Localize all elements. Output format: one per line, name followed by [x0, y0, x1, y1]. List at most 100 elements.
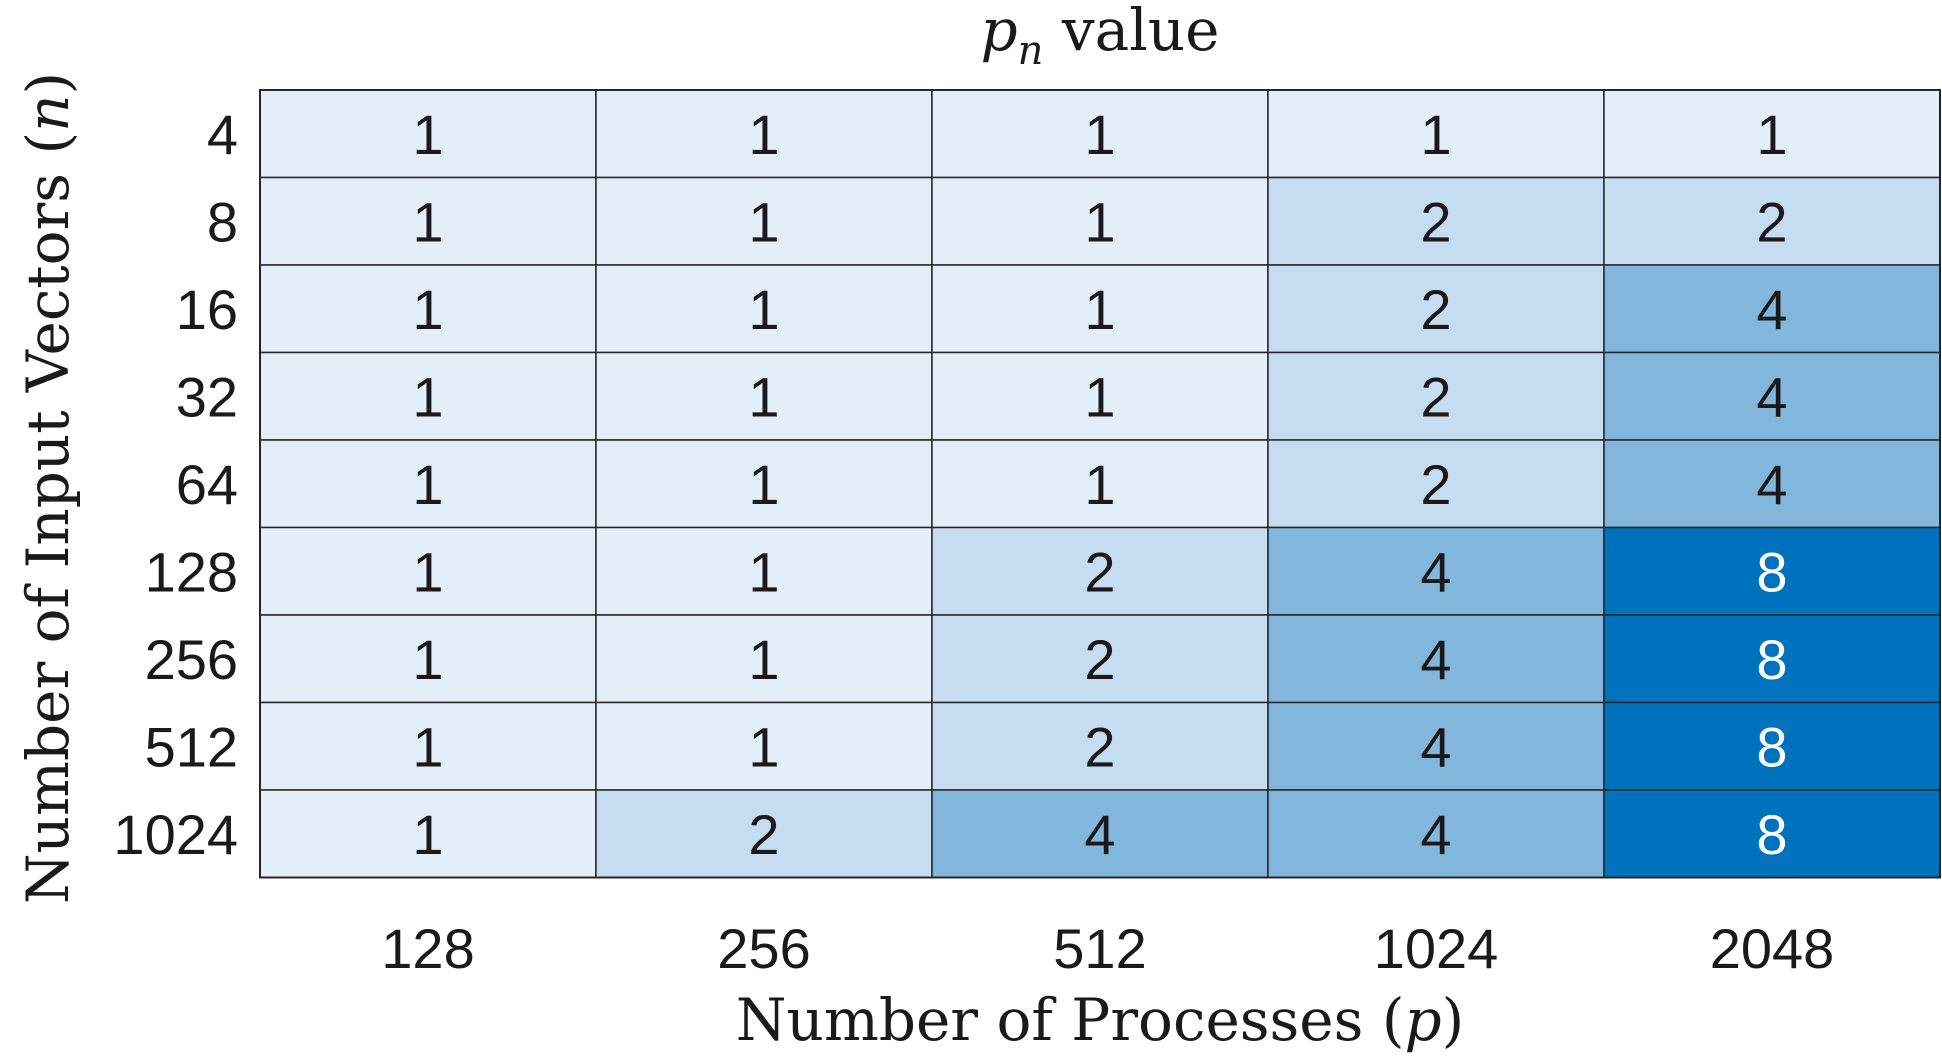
cell-value-label: 2 — [1084, 628, 1115, 691]
cell-value-label: 1 — [412, 540, 443, 603]
heatmap-cell — [1603, 789, 1941, 879]
x-tick-label: 256 — [717, 917, 810, 980]
cell-value-label: 1 — [1420, 103, 1451, 166]
cell-value-label: 1 — [412, 628, 443, 691]
heatmap-cell — [595, 789, 933, 879]
x-axis-label-close: ) — [1442, 986, 1465, 1054]
heatmap-cell — [1603, 614, 1941, 704]
heatmap-cell — [595, 526, 933, 616]
cell-value-label: 1 — [1084, 190, 1115, 253]
y-tick-label: 32 — [176, 365, 238, 428]
cell-value-label: 1 — [412, 190, 443, 253]
heatmap-cell — [595, 701, 933, 791]
cell-value-label: 1 — [748, 453, 779, 516]
y-tick-label: 256 — [145, 628, 238, 691]
cell-value-label: 1 — [748, 365, 779, 428]
heatmap-cell — [1267, 526, 1605, 616]
y-tick-label: 128 — [145, 540, 238, 603]
cell-value-label: 4 — [1420, 540, 1451, 603]
cell-value-label: 1 — [1756, 103, 1787, 166]
cell-value-label: 2 — [1084, 540, 1115, 603]
cell-value-label: 2 — [1084, 715, 1115, 778]
cell-value-label: 1 — [412, 453, 443, 516]
x-tick-label: 512 — [1053, 917, 1146, 980]
y-axis-label-symbol: n — [14, 95, 82, 132]
heatmap-cell — [595, 351, 933, 441]
heatmap-cell — [1603, 264, 1941, 354]
cell-value-label: 1 — [412, 103, 443, 166]
title-subscript: n — [1018, 28, 1044, 74]
cell-value-label: 1 — [1084, 278, 1115, 341]
cell-value-label: 4 — [1756, 453, 1787, 516]
cell-value-label: 8 — [1756, 540, 1787, 603]
cell-value-label: 8 — [1756, 715, 1787, 778]
heatmap-cell — [1267, 89, 1605, 179]
heatmap-cell — [931, 176, 1269, 266]
heatmap-cell — [1267, 351, 1605, 441]
cell-value-label: 4 — [1420, 715, 1451, 778]
heatmap-cell — [1267, 264, 1605, 354]
y-axis-label: Number of Input Vectors (n) — [14, 72, 82, 904]
cell-value-label: 1 — [1084, 103, 1115, 166]
y-tick-label: 16 — [176, 278, 238, 341]
x-tick-labels: 128 256 512 1024 2048 — [381, 917, 1834, 980]
x-tick-label: 2048 — [1710, 917, 1835, 980]
heatmap-cell — [1267, 701, 1605, 791]
y-axis-label-text: Number of Input Vectors ( — [14, 132, 82, 904]
heatmap-cell — [259, 614, 597, 704]
heatmap-cells — [259, 89, 1941, 879]
chart-title: pn value — [981, 0, 1220, 74]
heatmap-cell — [931, 789, 1269, 879]
cell-value-label: 4 — [1756, 278, 1787, 341]
heatmap-cell-labels: 1 1 1 1 1 1 1 1 2 2 1 1 1 2 4 1 1 1 2 4 1 1 1 2 4 1 1 2 4 8 1 1 2 4 8 1 1 2 4 8… — [412, 103, 1787, 866]
cell-value-label: 2 — [1756, 190, 1787, 253]
x-axis-label-text: Number of Processes ( — [736, 986, 1405, 1054]
cell-value-label: 2 — [1420, 190, 1451, 253]
y-tick-label: 1024 — [113, 803, 238, 866]
y-tick-label: 4 — [207, 103, 238, 166]
y-tick-labels: 4 8 16 32 64 128 256 512 1024 — [113, 103, 238, 866]
x-axis-label-symbol: p — [1404, 986, 1441, 1054]
y-tick-label: 64 — [176, 453, 238, 516]
title-text: value — [1043, 0, 1219, 64]
heatmap-cell — [931, 526, 1269, 616]
cell-value-label: 1 — [748, 190, 779, 253]
cell-value-label: 1 — [748, 715, 779, 778]
heatmap-cell — [931, 701, 1269, 791]
cell-value-label: 1 — [412, 365, 443, 428]
heatmap-cell — [595, 89, 933, 179]
heatmap-cell — [259, 89, 597, 179]
heatmap-cell — [259, 701, 597, 791]
cell-value-label: 4 — [1756, 365, 1787, 428]
cell-value-label: 1 — [1084, 453, 1115, 516]
cell-value-label: 1 — [412, 278, 443, 341]
x-tick-label: 128 — [381, 917, 474, 980]
heatmap-cell — [595, 439, 933, 529]
cell-value-label: 8 — [1756, 803, 1787, 866]
heatmap-cell — [1603, 439, 1941, 529]
cell-value-label: 1 — [1084, 365, 1115, 428]
x-axis-label: Number of Processes (p) — [736, 986, 1464, 1054]
cell-value-label: 1 — [748, 103, 779, 166]
heatmap-cell — [1603, 701, 1941, 791]
y-axis-label-close: ) — [14, 72, 82, 95]
cell-value-label: 2 — [748, 803, 779, 866]
cell-value-label: 1 — [748, 278, 779, 341]
plot-frame — [259, 89, 1941, 879]
heatmap-cell — [259, 176, 597, 266]
cell-value-label: 2 — [1420, 453, 1451, 516]
cell-value-label: 1 — [748, 628, 779, 691]
cell-value-label: 4 — [1084, 803, 1115, 866]
cell-value-label: 8 — [1756, 628, 1787, 691]
cell-value-label: 1 — [748, 540, 779, 603]
cell-value-label: 2 — [1420, 365, 1451, 428]
cell-value-label: 4 — [1420, 628, 1451, 691]
heatmap-cell — [1603, 176, 1941, 266]
cell-value-label: 4 — [1420, 803, 1451, 866]
cell-value-label: 1 — [412, 715, 443, 778]
heatmap-cell — [931, 264, 1269, 354]
heatmap-cell — [595, 264, 933, 354]
cell-value-label: 1 — [412, 803, 443, 866]
title-symbol: p — [981, 0, 1018, 64]
